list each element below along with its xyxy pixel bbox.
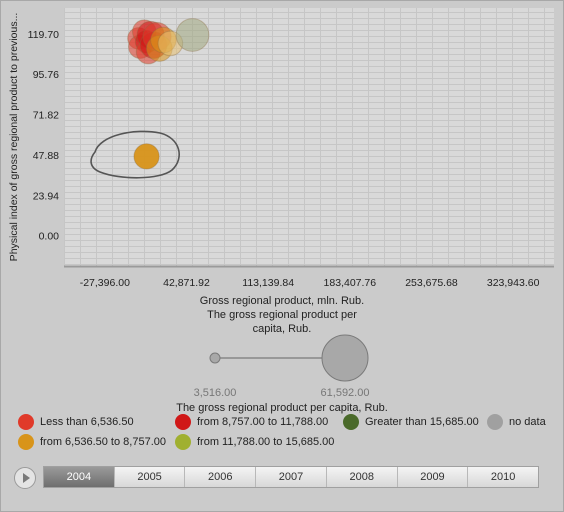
timeline: 2004 2005 2006 2007 2008 2009 2010	[12, 464, 540, 490]
color-legend: Less than 6,536.50 from 8,757.00 to 11,7…	[0, 410, 564, 456]
year-tab-2008[interactable]: 2008	[327, 467, 398, 487]
data-point[interactable]	[133, 143, 160, 170]
legend-swatch	[487, 414, 503, 430]
x-tick-label: -27,396.00	[80, 277, 130, 289]
year-tab-2010[interactable]: 2010	[490, 471, 516, 483]
size-metric-label: The gross regional product per	[207, 309, 357, 321]
y-tick-label: 71.82	[33, 110, 59, 122]
year-tab-2009[interactable]: 2009	[398, 467, 469, 487]
y-axis-label: Physical index of gross regional product…	[8, 13, 20, 262]
x-axis-label: Gross regional product, mln. Rub.	[200, 295, 364, 307]
legend-label: from 6,536.50 to 8,757.00	[40, 436, 166, 448]
size-legend-min-value: 3,516.00	[194, 387, 237, 399]
size-legend-title: The gross regional product per capita, R…	[176, 402, 388, 414]
legend-label: Less than 6,536.50	[40, 416, 134, 428]
legend-label: from 11,788.00 to 15,685.00	[197, 436, 335, 448]
y-tick-label: 0.00	[39, 231, 60, 243]
x-tick-label: 183,407.76	[324, 277, 377, 289]
y-tick-label: 23.94	[33, 190, 59, 202]
y-tick-label: 95.76	[33, 69, 59, 81]
x-tick-label: 323,943.60	[487, 277, 540, 289]
legend-swatch	[18, 414, 34, 430]
size-metric-label-wrap: capita, Rub.	[253, 323, 312, 335]
year-tab-2005[interactable]: 2005	[115, 467, 186, 487]
play-button[interactable]	[14, 467, 36, 489]
legend-swatch	[175, 414, 191, 430]
legend-label: Greater than 15,685.00	[365, 416, 479, 428]
year-tab-2007[interactable]: 2007	[256, 467, 327, 487]
year-tab-2006[interactable]: 2006	[185, 467, 257, 487]
legend-swatch	[175, 434, 191, 450]
y-tick-label: 119.70	[28, 29, 59, 41]
year-tabs: 2004 2005 2006 2007 2008 2009 2010	[43, 466, 539, 488]
year-tab-2004[interactable]: 2004	[44, 467, 115, 487]
x-tick-label: 113,139.84	[242, 277, 294, 289]
legend-swatch	[343, 414, 359, 430]
size-legend-max-value: 61,592.00	[321, 387, 370, 399]
legend-label: from 8,757.00 to 11,788.00	[197, 416, 329, 428]
legend-swatch	[18, 434, 34, 450]
size-legend-max-bubble	[321, 334, 369, 382]
x-tick-label: 253,675.68	[405, 277, 458, 289]
highlight-ring	[90, 130, 180, 179]
size-legend-min-bubble	[209, 352, 221, 364]
y-tick-label: 47.88	[33, 150, 59, 162]
legend-label: no data	[509, 416, 546, 428]
x-tick-label: 42,871.92	[163, 277, 210, 289]
data-point[interactable]	[175, 18, 210, 52]
